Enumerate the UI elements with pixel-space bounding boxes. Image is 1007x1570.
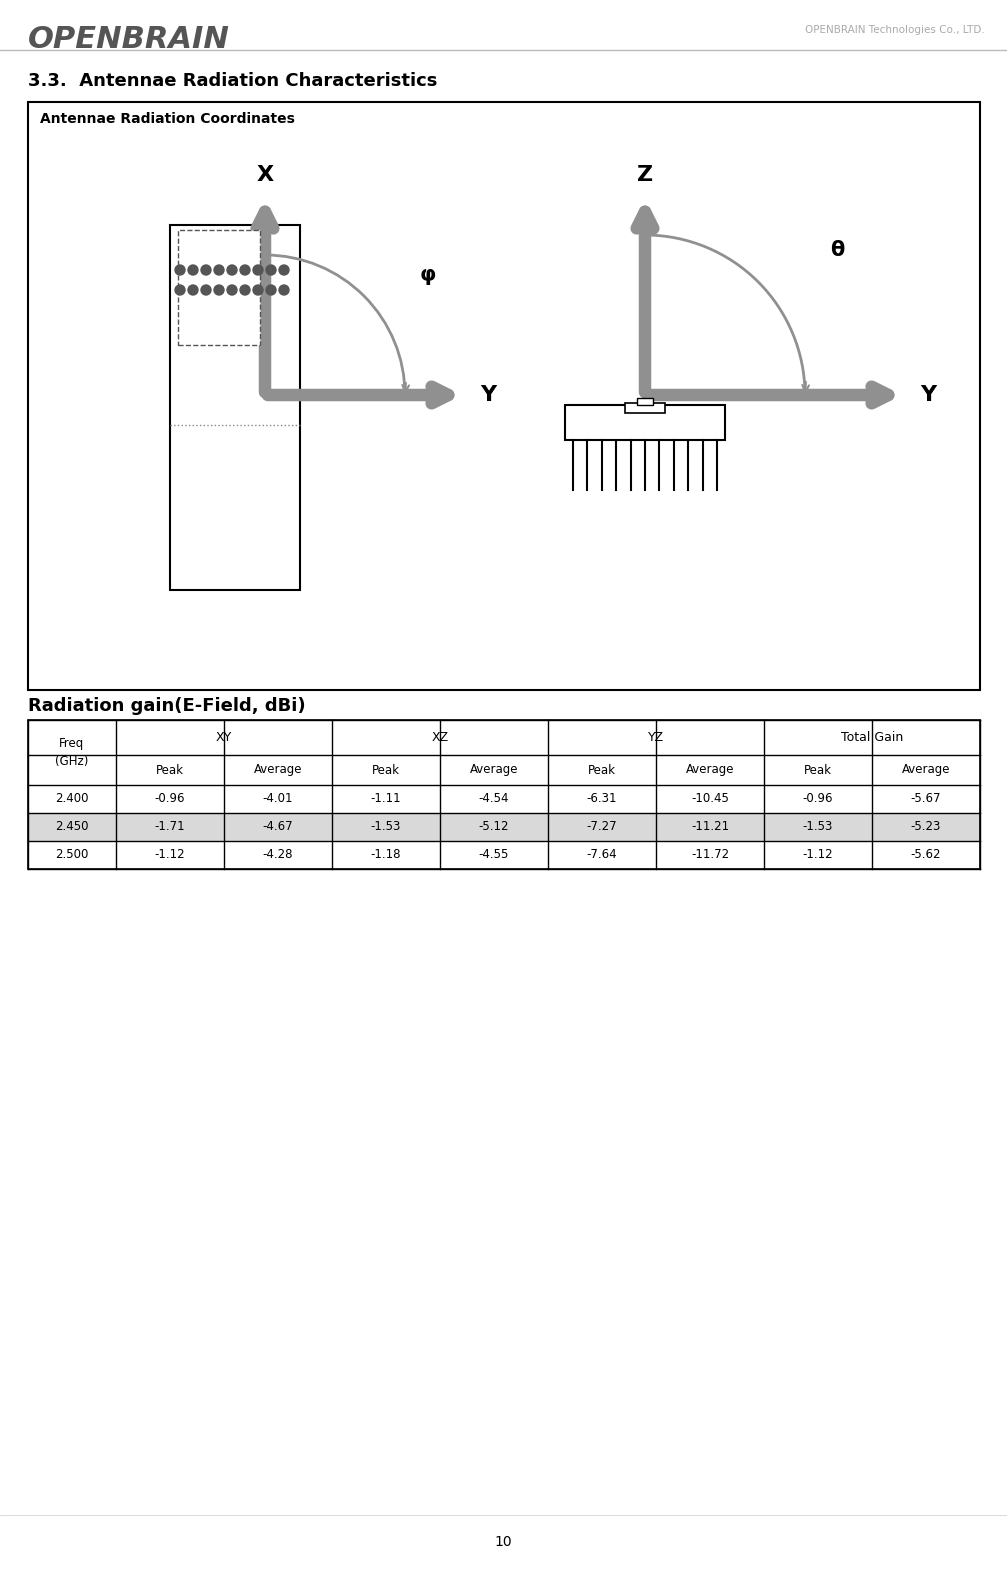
Text: -7.64: -7.64 xyxy=(587,848,617,862)
Text: -1.71: -1.71 xyxy=(155,821,185,834)
Circle shape xyxy=(175,265,185,275)
Bar xyxy=(178,229,260,345)
Text: Radiation gain(E-Field, dBi): Radiation gain(E-Field, dBi) xyxy=(28,697,306,714)
Text: Peak: Peak xyxy=(804,763,832,777)
Text: -10.45: -10.45 xyxy=(691,793,729,805)
Circle shape xyxy=(214,265,224,275)
Text: Average: Average xyxy=(469,763,519,777)
Text: Antennae Radiation Coordinates: Antennae Radiation Coordinates xyxy=(40,111,295,126)
Text: Y: Y xyxy=(480,385,496,405)
Text: XY: XY xyxy=(215,732,233,744)
Bar xyxy=(28,721,980,870)
Circle shape xyxy=(227,286,237,295)
Text: 2.450: 2.450 xyxy=(55,821,89,834)
Circle shape xyxy=(253,265,263,275)
Text: XZ: XZ xyxy=(431,732,448,744)
Text: -1.53: -1.53 xyxy=(803,821,833,834)
Text: X: X xyxy=(257,165,274,185)
Text: -5.67: -5.67 xyxy=(910,793,942,805)
Text: -0.96: -0.96 xyxy=(803,793,833,805)
Circle shape xyxy=(253,286,263,295)
Text: -5.12: -5.12 xyxy=(478,821,510,834)
Circle shape xyxy=(279,265,289,275)
Circle shape xyxy=(201,286,211,295)
Text: Y: Y xyxy=(920,385,937,405)
Text: -11.21: -11.21 xyxy=(691,821,729,834)
Bar xyxy=(170,225,300,590)
Text: OPENBRAIN: OPENBRAIN xyxy=(28,25,230,53)
Bar xyxy=(565,405,725,440)
Text: -1.12: -1.12 xyxy=(155,848,185,862)
Text: 10: 10 xyxy=(494,1535,512,1550)
Text: Average: Average xyxy=(901,763,951,777)
Bar xyxy=(28,102,980,689)
Text: -6.31: -6.31 xyxy=(587,793,617,805)
Text: 2.400: 2.400 xyxy=(55,793,89,805)
Circle shape xyxy=(240,286,250,295)
Bar xyxy=(28,755,980,785)
Text: -11.72: -11.72 xyxy=(691,848,729,862)
Circle shape xyxy=(175,286,185,295)
Bar xyxy=(28,721,980,755)
Text: 3.3.  Antennae Radiation Characteristics: 3.3. Antennae Radiation Characteristics xyxy=(28,72,437,89)
Text: -4.54: -4.54 xyxy=(478,793,510,805)
Bar xyxy=(28,785,980,813)
Text: -1.53: -1.53 xyxy=(371,821,401,834)
Text: Peak: Peak xyxy=(588,763,616,777)
Circle shape xyxy=(266,286,276,295)
Bar xyxy=(28,842,980,870)
Text: 2.500: 2.500 xyxy=(55,848,89,862)
Text: -1.18: -1.18 xyxy=(371,848,401,862)
Text: -4.55: -4.55 xyxy=(478,848,510,862)
Text: -1.12: -1.12 xyxy=(803,848,834,862)
Text: Freq
(GHz): Freq (GHz) xyxy=(55,738,89,768)
Text: Average: Average xyxy=(686,763,734,777)
Text: Total Gain: Total Gain xyxy=(841,732,903,744)
Text: OPENBRAIN Technologies Co., LTD.: OPENBRAIN Technologies Co., LTD. xyxy=(806,25,985,35)
Circle shape xyxy=(240,265,250,275)
Text: θ: θ xyxy=(830,240,845,261)
Bar xyxy=(625,403,665,413)
Circle shape xyxy=(188,265,198,275)
Text: -5.62: -5.62 xyxy=(910,848,942,862)
Text: -4.67: -4.67 xyxy=(263,821,293,834)
Circle shape xyxy=(214,286,224,295)
Bar xyxy=(637,399,653,405)
Circle shape xyxy=(201,265,211,275)
Text: -7.27: -7.27 xyxy=(587,821,617,834)
Text: -0.96: -0.96 xyxy=(155,793,185,805)
Bar xyxy=(28,813,980,842)
Text: φ: φ xyxy=(420,265,436,286)
Text: YZ: YZ xyxy=(648,732,664,744)
Circle shape xyxy=(188,286,198,295)
Text: -1.11: -1.11 xyxy=(371,793,402,805)
Circle shape xyxy=(279,286,289,295)
Text: -4.28: -4.28 xyxy=(263,848,293,862)
Circle shape xyxy=(227,265,237,275)
Text: -5.23: -5.23 xyxy=(910,821,942,834)
Text: Peak: Peak xyxy=(156,763,184,777)
Text: Z: Z xyxy=(637,165,654,185)
Text: -4.01: -4.01 xyxy=(263,793,293,805)
Text: Peak: Peak xyxy=(372,763,400,777)
Text: Average: Average xyxy=(254,763,302,777)
Circle shape xyxy=(266,265,276,275)
